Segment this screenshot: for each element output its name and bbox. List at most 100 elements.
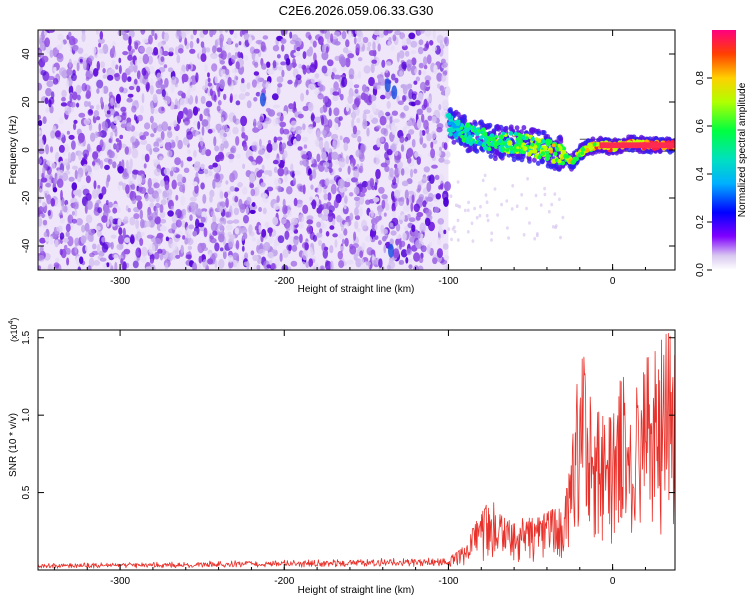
spectrogram-noise-blob: [362, 119, 368, 130]
spectrogram-noise-blob: [145, 82, 150, 93]
spectrogram-noise-blob: [205, 100, 213, 108]
spectrogram-noise-blob: [419, 81, 427, 91]
spectrogram-noise-blob: [160, 199, 167, 206]
spectrogram-noise-blob: [292, 177, 297, 186]
spectrogram-noise-blob: [112, 218, 119, 225]
spectrogram-noise-blob: [413, 203, 420, 213]
spectrogram-noise-blob: [379, 136, 385, 143]
spectrogram-track-core: [455, 131, 459, 135]
spectrogram-track-halo: [448, 107, 453, 113]
spectrogram-noise-blob: [207, 128, 213, 134]
spectrogram-noise-blob: [440, 74, 447, 83]
spectrogram-noise-blob: [287, 209, 292, 218]
spectrogram-noise-blob: [126, 117, 132, 124]
spectrogram-noise-blob: [196, 208, 202, 216]
spectrogram-noise-blob: [98, 193, 103, 200]
spectrogram-noise-blob: [438, 224, 443, 235]
spectrogram-noise-blob: [407, 119, 413, 127]
spectrogram-noise-blob: [370, 178, 375, 186]
spectrogram-noise-blob: [225, 68, 230, 76]
spectrogram-noise-blob: [38, 120, 43, 127]
spectrogram-noise-blob: [190, 34, 194, 40]
spectrogram-noise-blob: [363, 109, 371, 114]
spectrogram-noise-blob: [343, 136, 350, 145]
spectrogram-noise-blob: [59, 248, 63, 256]
spectrogram-track-halo: [451, 139, 457, 145]
spectrogram-noise-blob: [256, 170, 263, 178]
spectrogram-track-core: [460, 134, 464, 139]
spectrogram-ytick-label: -40: [21, 238, 32, 253]
spectrogram-noise-blob: [295, 134, 302, 142]
spectrogram-noise-blob: [228, 153, 235, 160]
spectrogram-noise-blob: [159, 225, 168, 232]
spectrogram-noise-blob: [404, 136, 409, 142]
spectrogram-noise-blob: [434, 174, 440, 180]
spectrogram-noise-blob: [413, 265, 420, 270]
spectrogram-noise-blob: [219, 79, 225, 90]
spectrogram-noise-blob: [281, 264, 289, 270]
spectrogram-noise-blob: [38, 148, 45, 155]
spectrogram-ytick-label: -20: [21, 190, 32, 205]
spectrogram-noise-blob: [310, 184, 314, 190]
spectrogram-noise-blob: [263, 241, 271, 251]
spectrogram-noise-blob: [329, 245, 334, 254]
spectrogram-noise-blob: [202, 194, 207, 204]
spectrogram-noise-blob: [320, 115, 325, 126]
spectrogram-noise-blob: [391, 110, 398, 116]
spectrogram-noise-blob: [55, 257, 60, 263]
spectrogram-noise-blob: [418, 62, 424, 69]
spectrogram-noise-blob: [411, 138, 416, 148]
spectrogram-noise-blob: [403, 105, 410, 112]
spectrogram-noise-blob: [82, 157, 86, 163]
spectrogram-noise-blob: [169, 170, 174, 177]
spectrogram-noise-blob: [77, 188, 82, 198]
spectrogram-noise-blob: [419, 222, 426, 233]
spectrogram-noise-blob: [318, 239, 322, 246]
spectrogram-noise-blob: [122, 227, 126, 238]
spectrogram-noise-blob: [387, 40, 392, 46]
spectrogram-track-halo: [488, 153, 494, 159]
spectrogram-noise-blob: [353, 168, 360, 179]
spectrogram-noise-blob: [254, 54, 259, 64]
spectrogram-noise-blob: [200, 216, 206, 223]
spectrogram-track-core: [585, 147, 590, 153]
spectrogram-noise-blob: [359, 250, 364, 258]
spectrogram-noise-blob: [417, 46, 424, 55]
spectrogram-noise-blob: [164, 180, 170, 191]
spectrogram-noise-blob: [56, 169, 64, 176]
spectrogram-noise-blob: [347, 95, 354, 104]
spectrogram-noise-blob: [61, 172, 69, 182]
spectrogram-noise-blob: [431, 116, 437, 124]
spectrogram-noise-blob: [122, 51, 129, 56]
spectrogram-noise-blob: [438, 185, 442, 190]
spectrogram-noise-blob: [189, 84, 196, 92]
spectrogram-noise-blob: [253, 61, 259, 68]
spectrogram-noise-blob: [47, 75, 55, 81]
spectrogram-noise-blob: [386, 264, 392, 270]
spectrogram-noise-blob: [305, 261, 310, 269]
spectrogram-noise-blob: [310, 114, 316, 121]
spectrogram-noise-blob: [64, 158, 69, 167]
spectrogram-noise-blob: [182, 183, 186, 194]
spectrogram-noise-blob: [59, 67, 67, 76]
spectrogram-noise-blob: [416, 156, 421, 165]
spectrogram-noise-blob: [385, 61, 392, 67]
spectrogram-noise-blob: [436, 248, 443, 259]
spectrogram-noise-blob: [325, 231, 330, 237]
spectrogram-noise-blob: [92, 161, 96, 166]
spectrogram-noise-blob: [333, 107, 340, 116]
spectrogram-noise-blob: [75, 218, 83, 226]
spectrogram-track-core: [524, 136, 529, 141]
spectrogram-noise-blob: [324, 178, 330, 186]
spectrogram-noise-blob: [432, 139, 438, 145]
spectrogram-noise-blob: [45, 182, 51, 188]
spectrogram-noise-blob: [400, 144, 405, 152]
spectrogram-noise-blob: [419, 135, 424, 145]
spectrogram-noise-blob: [44, 97, 49, 105]
spectrogram-noise-blob: [152, 93, 158, 104]
spectrogram-spill-blob: [511, 184, 515, 188]
spectrogram-noise-blob: [218, 229, 225, 239]
spectrogram-noise-blob: [89, 105, 94, 110]
spectrogram-spill-blob: [543, 192, 547, 197]
spectrogram-noise-blob: [307, 168, 312, 176]
